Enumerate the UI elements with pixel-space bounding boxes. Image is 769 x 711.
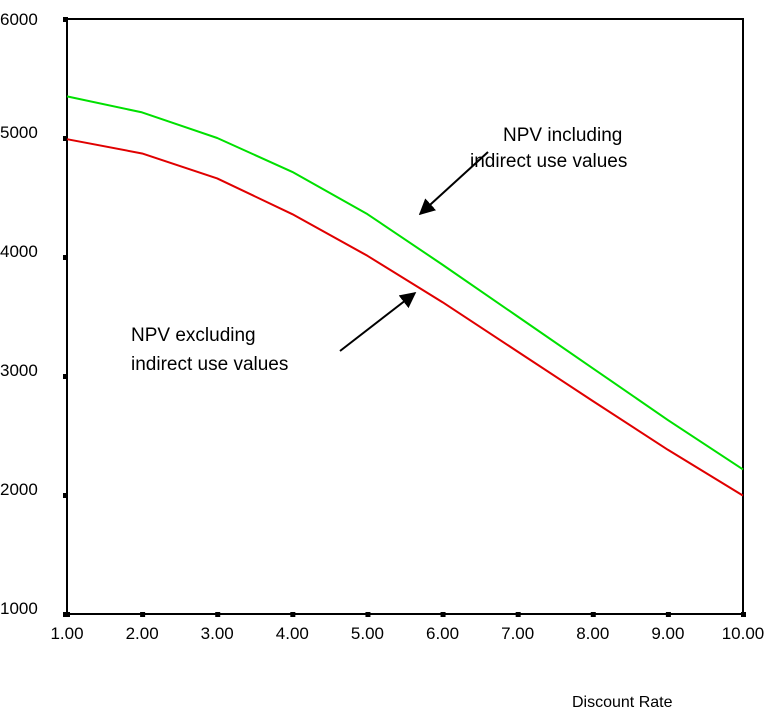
y-tick-label: 2000 — [0, 480, 38, 499]
annotation-including-line1: NPV including — [503, 125, 622, 146]
y-tick-label: 3000 — [0, 361, 38, 380]
y-tick-mark — [63, 136, 68, 141]
x-tick-label: 1.00 — [50, 624, 83, 643]
x-tick-label: 10.00 — [722, 624, 765, 643]
y-tick-label: 6000 — [0, 10, 38, 29]
x-tick-label: 4.00 — [276, 624, 309, 643]
series-lines — [66, 95, 744, 497]
x-tick-label: 3.00 — [201, 624, 234, 643]
y-tick-mark — [63, 17, 68, 22]
x-tick-mark — [215, 612, 221, 617]
y-tick-mark — [63, 255, 68, 260]
x-tick-label: 9.00 — [651, 624, 684, 643]
x-tick-label: 5.00 — [351, 624, 384, 643]
x-tick-mark — [741, 612, 746, 617]
y-tick-mark — [63, 374, 68, 379]
y-tick-label: 1000 — [0, 599, 38, 618]
x-tick-mark — [515, 612, 521, 617]
x-axis-label: Discount Rate — [572, 694, 673, 711]
plot-frame — [66, 18, 744, 615]
x-tick-mark — [440, 612, 446, 617]
y-tick-label: 5000 — [0, 123, 38, 142]
annotation-including-line2: indirect use values — [470, 151, 627, 172]
x-tick-label: 8.00 — [576, 624, 609, 643]
series-line-excluding — [66, 138, 744, 497]
x-tick-label: 2.00 — [126, 624, 159, 643]
annotation-excluding-line1: NPV excluding — [131, 325, 256, 346]
annotation-including-arrow — [418, 151, 489, 216]
x-tick-mark — [65, 612, 70, 617]
x-tick-mark — [290, 612, 296, 617]
x-tick-mark — [140, 612, 146, 617]
x-tick-mark — [590, 612, 596, 617]
x-tick-mark — [365, 612, 371, 617]
series-line-including — [66, 95, 744, 471]
y-axis-ticks: 1000 2000 3000 4000 5000 6000 — [0, 10, 68, 618]
annotation-excluding-line2: indirect use values — [131, 354, 288, 375]
y-tick-mark — [63, 493, 68, 498]
x-tick-label: 7.00 — [501, 624, 534, 643]
annotation-excluding-arrow — [339, 292, 417, 352]
x-tick-label: 6.00 — [426, 624, 459, 643]
x-axis-ticks: 1.00 2.00 3.00 4.00 5.00 6.00 7.00 8.00 9.00 10.0… — [50, 612, 764, 643]
x-tick-mark — [665, 612, 671, 617]
y-tick-label: 4000 — [0, 242, 38, 261]
